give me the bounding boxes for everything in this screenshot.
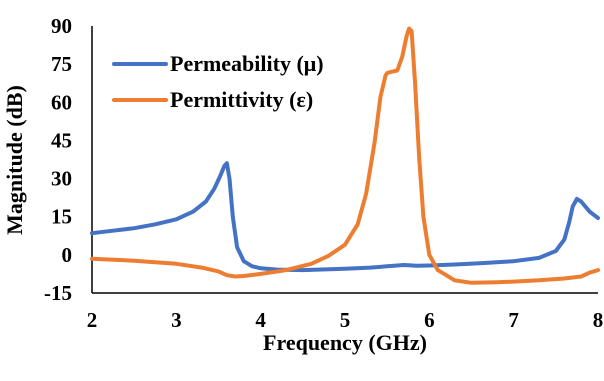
y-tick-label: 75	[51, 52, 72, 76]
series-layer	[90, 26, 600, 285]
y-tick-label: 60	[51, 90, 72, 114]
x-tick-label: 4	[255, 308, 266, 332]
y-axis-title: Magnitude (dB)	[2, 85, 27, 235]
y-tick-label: -15	[44, 281, 72, 305]
x-tick-label: 7	[508, 308, 519, 332]
x-tick-label: 2	[87, 308, 98, 332]
x-tick-labels: 2 3 4 5 6 7 8	[87, 308, 604, 332]
x-tick-label: 8	[593, 308, 604, 332]
y-tick-label: 90	[51, 14, 72, 38]
legend: Permeability (μ) Permittivity (ε)	[112, 51, 324, 112]
x-axis-title: Frequency (GHz)	[263, 330, 427, 355]
y-tick-label: 15	[51, 205, 72, 229]
y-tick-label: 0	[62, 243, 73, 267]
series-line-1	[90, 26, 600, 285]
legend-label-permeability: Permeability (μ)	[170, 51, 324, 76]
x-tick-label: 3	[171, 308, 182, 332]
x-tick-label: 5	[340, 308, 351, 332]
x-tick-label: 6	[424, 308, 435, 332]
legend-label-permittivity: Permittivity (ε)	[170, 87, 313, 112]
y-tick-label: 30	[51, 167, 72, 191]
series-line-0	[90, 161, 600, 273]
y-tick-label: 45	[51, 128, 72, 152]
y-tick-labels: -15 0 15 30 45 60 75 90	[44, 14, 72, 305]
